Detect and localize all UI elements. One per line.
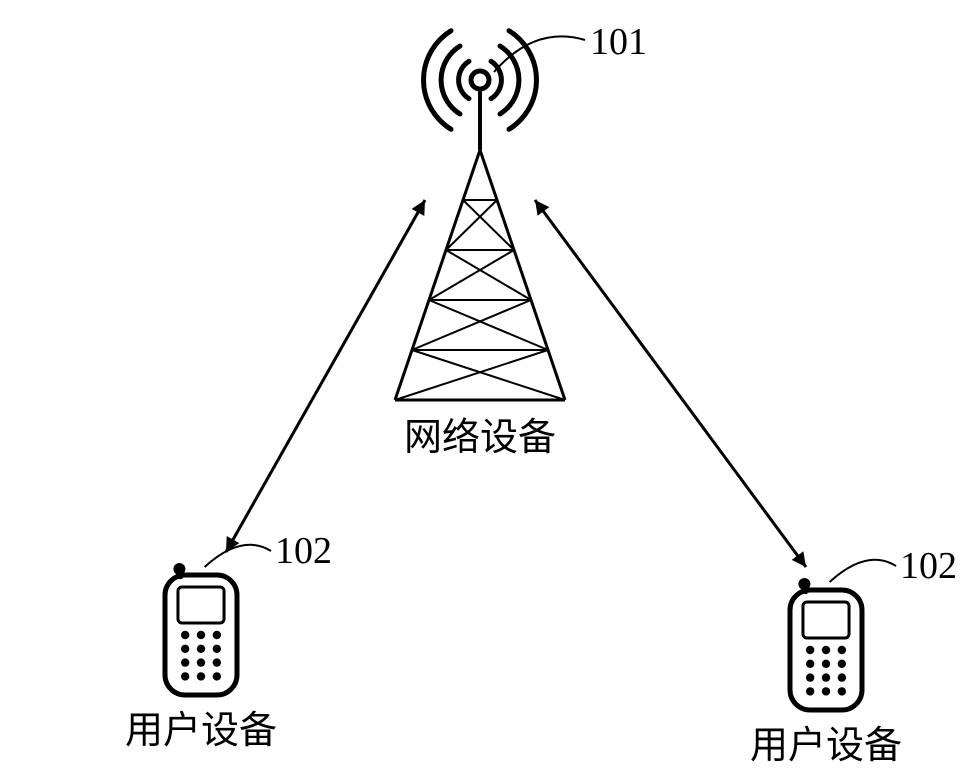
phone-leader-curve-left xyxy=(205,545,271,567)
phone-icon-right xyxy=(790,560,896,710)
phone-icon-left xyxy=(165,545,271,695)
phone-caption-left: 用户设备 xyxy=(125,699,277,754)
phone-leader-curve-right xyxy=(830,560,896,582)
tower-caption: 网络设备 xyxy=(404,406,556,461)
arrow-tower-right xyxy=(535,200,806,567)
phone-id-label-left: 102 xyxy=(275,529,332,573)
arrow-tower-left xyxy=(226,200,425,552)
tower-id-label: 101 xyxy=(590,20,647,64)
phone-caption-right: 用户设备 xyxy=(750,714,902,769)
phone-id-label-right: 102 xyxy=(900,544,957,588)
